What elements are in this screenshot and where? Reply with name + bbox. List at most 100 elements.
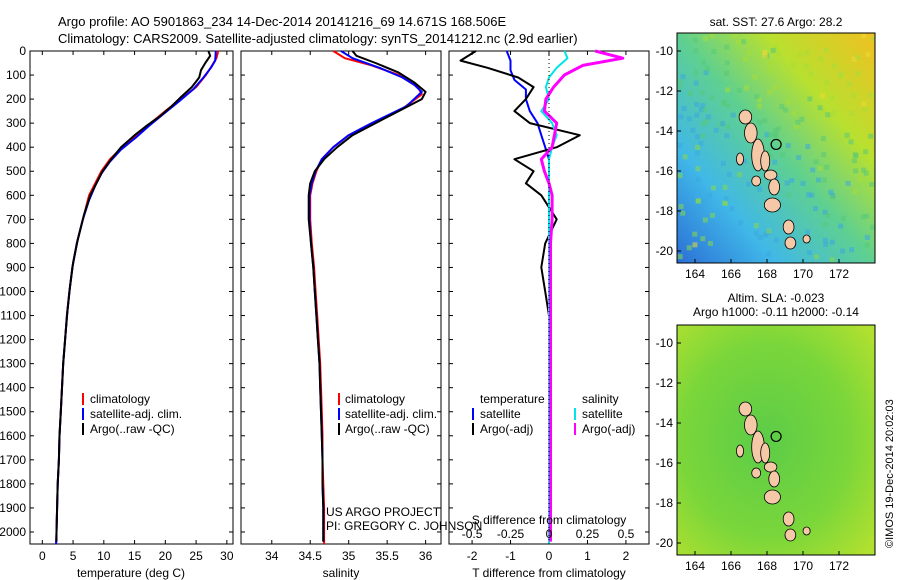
sst-cell <box>756 97 762 103</box>
sst-cell <box>702 106 708 112</box>
sst-cell <box>804 50 810 56</box>
sst-cell <box>693 48 699 54</box>
sst-cell <box>692 231 698 237</box>
island <box>763 489 781 505</box>
sst-cell <box>677 79 683 85</box>
sst-cell <box>823 48 829 54</box>
sst-map: 164 166 168 170 172 -10 -12 -14 -16 -18 -20 <box>656 32 876 281</box>
map-x-tick-label: 166 <box>721 267 741 281</box>
map-y-tick-label: -18 <box>656 204 674 218</box>
sst-cell <box>869 224 875 230</box>
sst-cell <box>763 232 769 238</box>
sst-cell <box>772 159 778 165</box>
depth-tick-label: 400 <box>6 140 26 154</box>
sst-cell <box>698 141 704 147</box>
sst-cell <box>863 170 869 176</box>
sst-cell <box>713 127 719 133</box>
map-y-tick-label: -10 <box>656 44 674 58</box>
sst-cell <box>752 74 758 80</box>
sst-cell <box>677 84 683 90</box>
x-tick-label: 10 <box>97 549 111 563</box>
x-tick-label: 34 <box>265 549 279 563</box>
legend-t-argo: Argo(-adj) <box>480 422 533 436</box>
sst-cell <box>698 107 704 113</box>
island <box>802 526 811 536</box>
legend-s-satellite: satellite <box>582 407 623 421</box>
legend-satellite: satellite-adj. clim. <box>345 407 437 421</box>
sst-cell <box>744 253 750 259</box>
series-t-argo <box>459 50 581 542</box>
sst-cell <box>772 44 778 50</box>
sst-cell <box>709 95 715 101</box>
s-tick-label: -0.5 <box>462 527 483 541</box>
sst-cell <box>770 48 776 54</box>
sst-cell <box>725 123 731 129</box>
depth-tick-label: 1600 <box>0 429 26 443</box>
sst-cell <box>696 198 702 204</box>
sst-cell <box>844 132 850 138</box>
sst-cell <box>767 89 773 95</box>
map-x-tick-label: 170 <box>793 267 813 281</box>
sst-cell <box>700 90 706 96</box>
map-x-tick-label: 166 <box>721 559 741 573</box>
island <box>768 470 780 488</box>
sst-cell <box>784 180 790 186</box>
sst-cell <box>722 184 728 190</box>
sst-cell <box>694 112 700 118</box>
sst-cell <box>762 118 768 124</box>
depth-tick-label: 700 <box>6 212 26 226</box>
sst-cell <box>775 126 781 132</box>
map-x-tick-label: 172 <box>829 559 849 573</box>
island <box>738 109 753 125</box>
depth-tick-label: 1200 <box>0 333 26 347</box>
sst-cell <box>822 209 828 215</box>
credit-line1: US ARGO PROJECT <box>326 505 441 519</box>
sst-cell <box>789 178 795 184</box>
sst-cell <box>798 52 804 58</box>
map-y-tick-label: -20 <box>656 244 674 258</box>
sst-cell <box>780 152 786 158</box>
sst-cell <box>809 192 815 198</box>
temperature-panel <box>29 50 234 545</box>
sst-cell <box>805 229 811 235</box>
sst-cell <box>694 134 700 140</box>
argo-float-marker <box>770 430 782 443</box>
sst-cell <box>799 116 805 122</box>
depth-tick-label: 1800 <box>0 477 26 491</box>
salinity-xlabel: salinity <box>323 566 360 580</box>
sst-cell <box>678 114 684 120</box>
sst-cell <box>773 237 779 243</box>
sst-cell <box>864 242 870 248</box>
map-y-tick-label: -18 <box>656 496 674 510</box>
sst-cell <box>846 81 852 87</box>
sst-cell <box>709 33 715 39</box>
depth-tick-label: 1500 <box>0 405 26 419</box>
sst-cell <box>824 164 830 170</box>
sst-cell <box>762 50 768 56</box>
sst-cell <box>765 251 771 257</box>
sst-cell <box>742 158 748 164</box>
sst-cell <box>677 173 683 179</box>
sla-field <box>677 325 875 555</box>
sst-cell <box>829 239 835 245</box>
sst-cell <box>721 101 727 107</box>
sst-cell <box>791 110 797 116</box>
sst-cell <box>694 101 700 107</box>
depth-tick-label: 200 <box>6 92 26 106</box>
temperature-plot: 0 5 10 15 20 25 30 <box>30 50 234 563</box>
sst-cell <box>860 214 866 220</box>
depth-tick-label: 2000 <box>0 525 26 539</box>
x-tick-label: 5 <box>70 549 77 563</box>
sst-cell <box>783 107 789 113</box>
sst-cell <box>855 54 861 60</box>
sst-cell <box>753 230 759 236</box>
sst-cell <box>786 192 792 198</box>
islands <box>736 109 811 250</box>
sst-cell <box>870 36 875 42</box>
sst-cell <box>720 121 726 127</box>
map-y-tick-label: -20 <box>656 536 674 550</box>
sst-cell <box>700 59 706 65</box>
sst-cell <box>829 257 835 263</box>
sst-cell <box>838 73 844 79</box>
sst-cell <box>807 113 813 119</box>
